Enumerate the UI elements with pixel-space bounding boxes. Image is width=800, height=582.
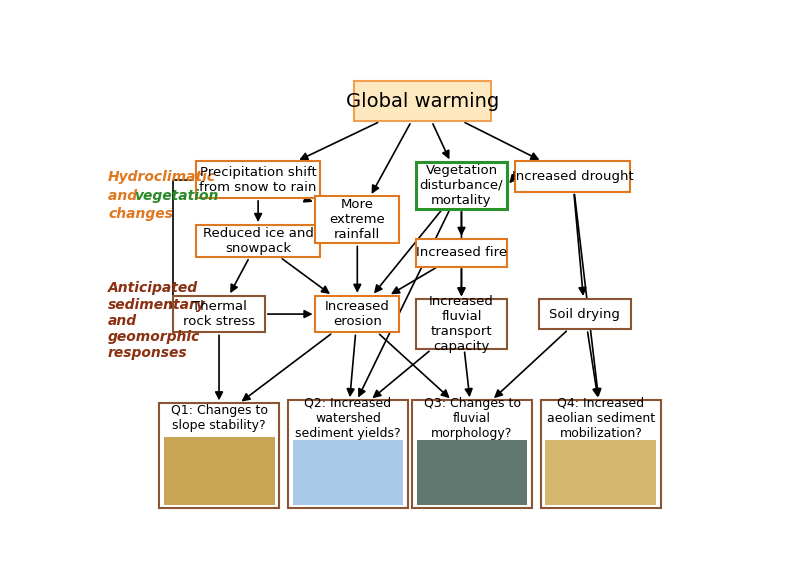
- Bar: [196, 161, 320, 198]
- Text: changes: changes: [108, 207, 173, 221]
- Bar: [173, 296, 265, 332]
- Bar: [417, 441, 527, 505]
- Bar: [315, 296, 399, 332]
- Bar: [411, 400, 533, 508]
- Bar: [415, 239, 507, 267]
- Bar: [158, 403, 279, 508]
- Text: Increased drought: Increased drought: [511, 170, 634, 183]
- Text: Increased fire: Increased fire: [416, 246, 507, 259]
- Text: Global warming: Global warming: [346, 92, 499, 111]
- Bar: [539, 299, 630, 329]
- Bar: [196, 225, 320, 257]
- Text: Vegetation
disturbance/
mortality: Vegetation disturbance/ mortality: [420, 164, 503, 207]
- Text: Increased
erosion: Increased erosion: [325, 300, 390, 328]
- Text: Precipitation shift
from snow to rain: Precipitation shift from snow to rain: [199, 166, 317, 194]
- Bar: [541, 400, 662, 508]
- Bar: [287, 400, 409, 508]
- Bar: [315, 197, 399, 243]
- Bar: [546, 441, 657, 505]
- Text: Q3: Changes to
fluvial
morphology?: Q3: Changes to fluvial morphology?: [423, 397, 521, 440]
- Text: Increased
fluvial
transport
capacity: Increased fluvial transport capacity: [429, 296, 494, 353]
- Text: Hydroclimatic: Hydroclimatic: [108, 171, 216, 184]
- Bar: [163, 437, 274, 505]
- Bar: [293, 441, 403, 505]
- Text: vegetation: vegetation: [134, 189, 218, 203]
- Text: and: and: [108, 189, 142, 203]
- Text: Q1: Changes to
slope stability?: Q1: Changes to slope stability?: [170, 404, 267, 432]
- Bar: [415, 299, 507, 349]
- Bar: [415, 162, 507, 209]
- Text: Anticipated
sedimentary
and
geomorphic
responses: Anticipated sedimentary and geomorphic r…: [108, 282, 206, 360]
- Bar: [354, 81, 490, 122]
- Text: Soil drying: Soil drying: [550, 307, 620, 321]
- Bar: [515, 161, 630, 191]
- Text: Thermal
rock stress: Thermal rock stress: [183, 300, 255, 328]
- Text: More
extreme
rainfall: More extreme rainfall: [330, 198, 385, 242]
- Text: Q2: Increased
watershed
sediment yields?: Q2: Increased watershed sediment yields?: [295, 397, 401, 440]
- Text: Reduced ice and
snowpack: Reduced ice and snowpack: [202, 227, 314, 255]
- Text: Q4: Increased
aeolian sediment
mobilization?: Q4: Increased aeolian sediment mobilizat…: [547, 397, 655, 440]
